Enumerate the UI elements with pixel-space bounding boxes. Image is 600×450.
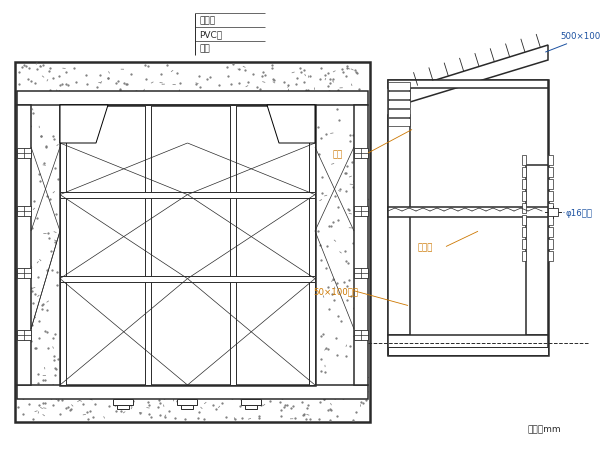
Bar	[17, 105, 31, 385]
Text: 穿孔皮: 穿孔皮	[418, 243, 433, 252]
Bar	[522, 238, 526, 248]
Bar	[177, 399, 197, 405]
Bar	[388, 82, 410, 90]
Bar	[354, 268, 368, 278]
Bar	[388, 115, 410, 335]
Text: 边管: 边管	[333, 150, 343, 159]
Bar	[388, 80, 548, 88]
Bar	[354, 329, 368, 340]
Bar	[548, 166, 553, 176]
Polygon shape	[267, 105, 315, 143]
Text: φ16螺栓: φ16螺栓	[565, 210, 592, 219]
Bar	[388, 91, 410, 99]
Bar	[548, 226, 553, 237]
Bar	[548, 202, 553, 212]
Bar	[548, 238, 553, 248]
Bar	[354, 105, 368, 385]
Bar	[309, 105, 315, 385]
Bar	[17, 385, 368, 399]
Bar	[241, 399, 261, 405]
Bar	[388, 118, 410, 126]
Bar	[522, 190, 526, 201]
Bar	[522, 215, 526, 225]
Bar	[522, 179, 526, 189]
Bar	[548, 154, 553, 165]
Bar	[526, 165, 548, 335]
Bar	[230, 105, 236, 385]
Text: 50×100垫木: 50×100垫木	[313, 288, 358, 297]
Bar	[522, 154, 526, 165]
Bar	[15, 62, 370, 422]
Bar	[388, 109, 410, 117]
Text: 单位：mm: 单位：mm	[528, 425, 562, 434]
Bar	[548, 215, 553, 225]
Polygon shape	[60, 105, 108, 143]
Bar	[548, 251, 553, 261]
Bar	[388, 80, 548, 355]
Text: 木模: 木模	[199, 44, 210, 53]
Bar	[60, 105, 315, 385]
Bar	[548, 179, 553, 189]
Bar	[113, 399, 133, 405]
Polygon shape	[410, 45, 548, 102]
Bar	[17, 207, 31, 216]
Bar	[17, 91, 368, 105]
Bar	[60, 192, 315, 198]
Bar	[522, 251, 526, 261]
Text: 500×1000木模: 500×1000木模	[545, 31, 600, 52]
Bar	[522, 166, 526, 176]
Bar	[388, 100, 410, 108]
Bar	[181, 405, 193, 409]
Bar	[145, 105, 151, 385]
Bar	[17, 268, 31, 278]
Bar	[117, 405, 129, 409]
Bar	[388, 335, 548, 355]
Bar	[60, 105, 66, 385]
Bar	[60, 275, 315, 282]
Bar	[388, 207, 548, 217]
Bar	[548, 190, 553, 201]
Text: PVC层: PVC层	[199, 30, 222, 39]
Bar	[354, 207, 368, 216]
Bar	[522, 202, 526, 212]
Bar	[17, 148, 31, 157]
Text: 混凝土: 混凝土	[199, 16, 215, 25]
Bar	[548, 208, 558, 216]
Bar	[17, 329, 31, 340]
Bar	[522, 226, 526, 237]
Bar	[388, 347, 548, 355]
Bar	[354, 148, 368, 157]
Bar	[245, 405, 257, 409]
